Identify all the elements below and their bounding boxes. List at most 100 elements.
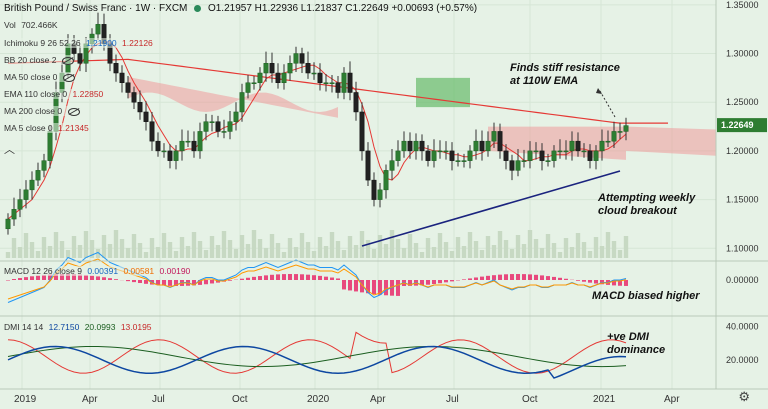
volume-bar (347, 236, 353, 258)
volume-bar (251, 230, 257, 258)
candle-body (401, 140, 407, 152)
macd-histogram-bar (594, 280, 598, 284)
legend-volume[interactable]: Vol 702.466K (4, 20, 58, 30)
macd-histogram-bar (174, 280, 178, 286)
time-tick-label: Oct (522, 394, 538, 405)
candle-body (35, 170, 41, 181)
macd-histogram-bar (240, 278, 244, 280)
volume-bar (509, 249, 515, 258)
volume-bar (317, 237, 323, 258)
time-tick-label: Apr (82, 394, 98, 405)
legend-macd[interactable]: MACD 12 26 close 9 0.00391 0.00581 0.001… (4, 266, 191, 276)
candle-body (335, 82, 341, 93)
volume-bar (611, 241, 617, 258)
volume-bar (485, 236, 491, 258)
candle-body (455, 160, 461, 162)
volume-bar (143, 252, 149, 258)
macd-histogram-bar (342, 280, 346, 290)
legend-dmi[interactable]: DMI 14 14 12.7150 20.0993 13.0195 (4, 322, 152, 332)
macd-histogram-bar (408, 280, 412, 286)
macd-histogram-bar (534, 274, 538, 280)
macd-histogram-bar (504, 274, 508, 280)
macd-histogram-bar (558, 277, 562, 280)
legend-ichimoku-value-1: 1.21900 (85, 38, 117, 48)
macd-histogram-bar (546, 276, 550, 280)
volume-bar (353, 245, 359, 258)
volume-bar (419, 252, 425, 258)
volume-bar (101, 235, 107, 258)
candle-body (137, 101, 143, 113)
legend-ichimoku[interactable]: Ichimoku 9 26 52 26 1.21900 1.22126 (4, 38, 153, 48)
chart-header: British Pound / Swiss Franc · 1W · FXCM … (4, 3, 478, 14)
candle-body (485, 140, 491, 152)
legend-bb[interactable]: BB 20 close 2 (4, 55, 74, 65)
candle-body (275, 72, 281, 84)
annotation-resistance-line-1: Finds stiff resistance (510, 62, 620, 74)
macd-histogram-bar (270, 274, 274, 280)
candle-body (161, 150, 167, 153)
legend-ema110-value: 1.22850 (72, 89, 104, 99)
macd-histogram-bar (156, 280, 160, 286)
macd-histogram-bar (12, 279, 16, 280)
candle-body (329, 82, 335, 85)
legend-ema110[interactable]: EMA 110 close 0 1.22850 (4, 89, 104, 99)
time-tick-label: Oct (232, 394, 248, 405)
candle-body (527, 150, 533, 161)
macd-histogram-bar (618, 280, 622, 286)
volume-bar (233, 249, 239, 258)
macd-histogram-bar (288, 274, 292, 280)
settings-gear-icon[interactable]: ⚙ (738, 389, 750, 404)
volume-bar (125, 248, 131, 258)
volume-bar (221, 231, 227, 258)
volume-bar (587, 251, 593, 258)
collapse-legend-icon[interactable]: ︿ (4, 141, 15, 157)
macd-histogram-bar (396, 280, 400, 296)
volume-bar (23, 233, 29, 258)
candle-body (215, 121, 221, 132)
candle-body (623, 125, 629, 132)
candle-body (143, 111, 149, 122)
macd-histogram-bar (432, 280, 436, 285)
hidden-eye-icon[interactable] (67, 107, 80, 116)
volume-bar (365, 240, 371, 258)
annotation-macd: MACD biased higher (592, 290, 700, 302)
candle-body (599, 140, 605, 152)
candle-body (479, 140, 485, 152)
annotation-arrow (599, 90, 616, 118)
symbol-name[interactable]: British Pound / Swiss Franc (4, 3, 127, 14)
candle-body (233, 111, 239, 122)
macd-histogram-bar (24, 277, 28, 280)
macd-histogram-bar (588, 280, 592, 283)
macd-histogram-bar (426, 280, 430, 285)
candle-body (449, 150, 455, 161)
hidden-eye-icon[interactable] (62, 73, 75, 82)
legend-ma5[interactable]: MA 5 close 0 1.21345 (4, 123, 89, 133)
candle-body (563, 150, 569, 153)
legend-ma50[interactable]: MA 50 close 0 (4, 72, 75, 82)
legend-ma200[interactable]: MA 200 close 0 (4, 106, 80, 116)
volume-bar (299, 233, 305, 258)
volume-bar (527, 230, 533, 258)
macd-histogram-bar (324, 276, 328, 280)
volume-bar (443, 242, 449, 258)
annotation-arrowhead (596, 88, 602, 94)
macd-histogram-bar (468, 278, 472, 280)
volume-bar (245, 244, 251, 258)
last-price-tag (717, 118, 767, 133)
candle-body (605, 140, 611, 143)
macd-histogram-bar (228, 280, 232, 281)
candle-body (353, 92, 359, 113)
volume-bar (377, 235, 383, 258)
macd-histogram-bar (312, 275, 316, 280)
volume-bar (311, 251, 317, 258)
volume-bar (521, 244, 527, 258)
interval[interactable]: 1W (135, 3, 151, 14)
volume-bar (371, 249, 377, 258)
legend-volume-label: Vol (4, 20, 16, 30)
support-trendline (361, 170, 621, 247)
volume-bar (437, 233, 443, 258)
macd-histogram-bar (198, 280, 202, 285)
hidden-eye-icon[interactable] (61, 56, 74, 65)
